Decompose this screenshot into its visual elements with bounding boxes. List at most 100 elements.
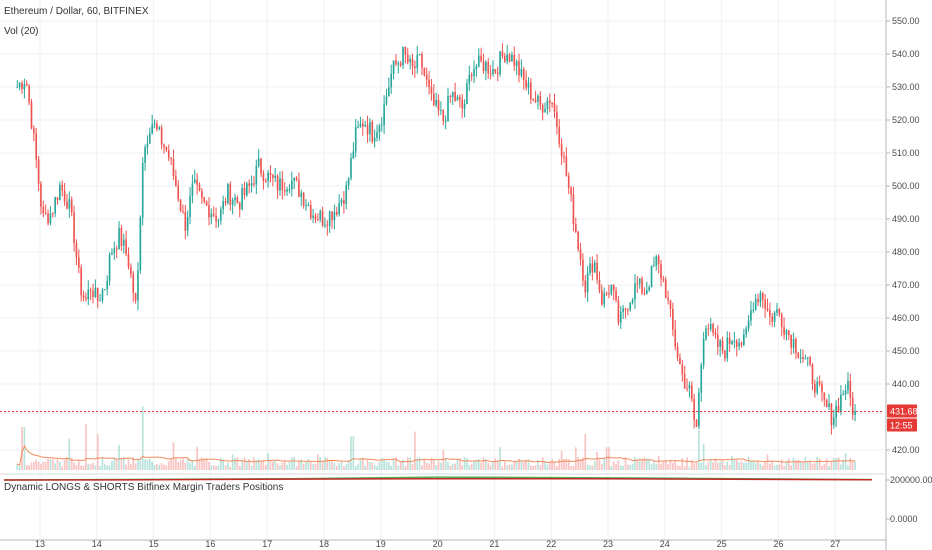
candle-body — [806, 357, 809, 359]
time-axis-labels[interactable]: 13 14 15 16 17 18 19 20 21 22 23 24 25 26 27 — [35, 539, 840, 549]
candle-body — [728, 337, 731, 344]
volume-bar — [366, 458, 369, 470]
candle-body — [773, 312, 776, 322]
last-price-badge-text: 431.68 — [890, 406, 918, 416]
candle-body — [636, 283, 639, 285]
candle-body — [151, 124, 154, 134]
volume-bar — [444, 457, 447, 470]
volume-bar — [425, 463, 428, 470]
volume-bar — [37, 461, 40, 470]
candle-body — [832, 417, 835, 426]
candle-body — [338, 202, 340, 215]
candle-body — [92, 290, 94, 298]
candle-body — [219, 209, 222, 221]
candle-body — [541, 105, 544, 113]
candle-body — [475, 66, 478, 70]
volume-bar — [451, 464, 454, 470]
candle-body — [804, 358, 807, 360]
candle-body — [359, 123, 362, 127]
volume-bar — [21, 426, 23, 470]
candle-body — [650, 265, 653, 288]
candle-body — [229, 183, 232, 205]
candle-body — [830, 403, 833, 426]
volume-bar — [395, 457, 397, 470]
volume-bar — [847, 465, 849, 470]
volume-bar — [761, 465, 764, 470]
volume-bar — [496, 460, 499, 470]
volume-bar — [165, 465, 168, 470]
candle-body — [617, 300, 620, 323]
volume-bar — [347, 460, 350, 470]
candle-body — [383, 103, 385, 126]
volume-bar — [530, 465, 532, 470]
candle-body — [435, 99, 438, 106]
volume-bar — [361, 457, 364, 470]
candle-body — [731, 341, 733, 344]
candle-body — [591, 263, 594, 273]
candle-body — [548, 100, 551, 104]
candle-body — [378, 126, 381, 133]
candle-body — [411, 58, 414, 67]
volume-ma-line — [17, 444, 856, 466]
candle-body — [139, 217, 142, 271]
volume-bar — [376, 466, 378, 470]
candle-body — [380, 125, 383, 127]
candle-body — [754, 298, 757, 310]
volume-bar — [198, 458, 201, 470]
volume-bar — [527, 459, 530, 470]
candle-body — [16, 87, 19, 89]
volume-label[interactable]: Vol (20) — [4, 26, 39, 37]
candle-body — [683, 373, 686, 389]
volume-bar — [482, 457, 485, 470]
volume-bar — [705, 465, 707, 470]
volume-bar — [821, 465, 823, 470]
volume-bar — [54, 463, 56, 470]
candle-body — [423, 67, 426, 75]
volume-bar — [364, 465, 367, 470]
candle-body — [77, 257, 80, 268]
candle-body — [567, 175, 570, 188]
volume-bar — [537, 460, 539, 470]
candle-body — [153, 123, 156, 125]
candle-body — [735, 340, 738, 347]
candle-body — [104, 289, 106, 291]
candle-body — [778, 309, 781, 314]
volume-bar — [468, 465, 471, 470]
indicator-tick-label: 0.0000 — [890, 514, 918, 524]
price-axis-labels[interactable]: 550.00 540.00 530.00 520.00 510.00 500.00 490.… — [886, 16, 932, 524]
candle-body — [679, 357, 681, 365]
volume-bar — [459, 458, 461, 470]
indicator-series-shorts — [3, 477, 873, 481]
candle-body — [440, 110, 442, 112]
volume-bar — [492, 461, 494, 470]
volume-bar — [577, 456, 580, 470]
candle-body — [681, 364, 684, 374]
volume-bar — [281, 462, 284, 470]
candle-body — [421, 54, 423, 68]
volume-bar — [631, 463, 634, 470]
candle-body — [305, 205, 307, 207]
candle-body — [89, 289, 92, 291]
volume-bar — [215, 466, 217, 470]
candle-body — [785, 330, 788, 335]
volume-bar — [681, 458, 684, 470]
volume-bar — [683, 466, 686, 470]
volume-bar — [522, 461, 525, 470]
candle-body — [326, 224, 329, 226]
volume-bar — [423, 459, 426, 470]
volume-bar — [411, 463, 414, 470]
candle-body — [752, 309, 755, 311]
countdown-badge — [887, 418, 917, 432]
indicator-label[interactable]: Dynamic LONGS & SHORTS Bitfinex Margin T… — [4, 482, 284, 493]
volume-bar — [840, 464, 842, 470]
candle-body — [361, 123, 364, 127]
volume-bar — [345, 464, 348, 470]
volume-bar — [461, 465, 464, 470]
candle-body — [828, 403, 830, 407]
symbol-title[interactable]: Ethereum / Dollar, 60, BITFINEX — [4, 6, 149, 17]
volume-bar — [648, 458, 651, 470]
candle-body — [179, 199, 182, 212]
volume-bar — [844, 453, 847, 470]
candle-body — [629, 302, 632, 310]
